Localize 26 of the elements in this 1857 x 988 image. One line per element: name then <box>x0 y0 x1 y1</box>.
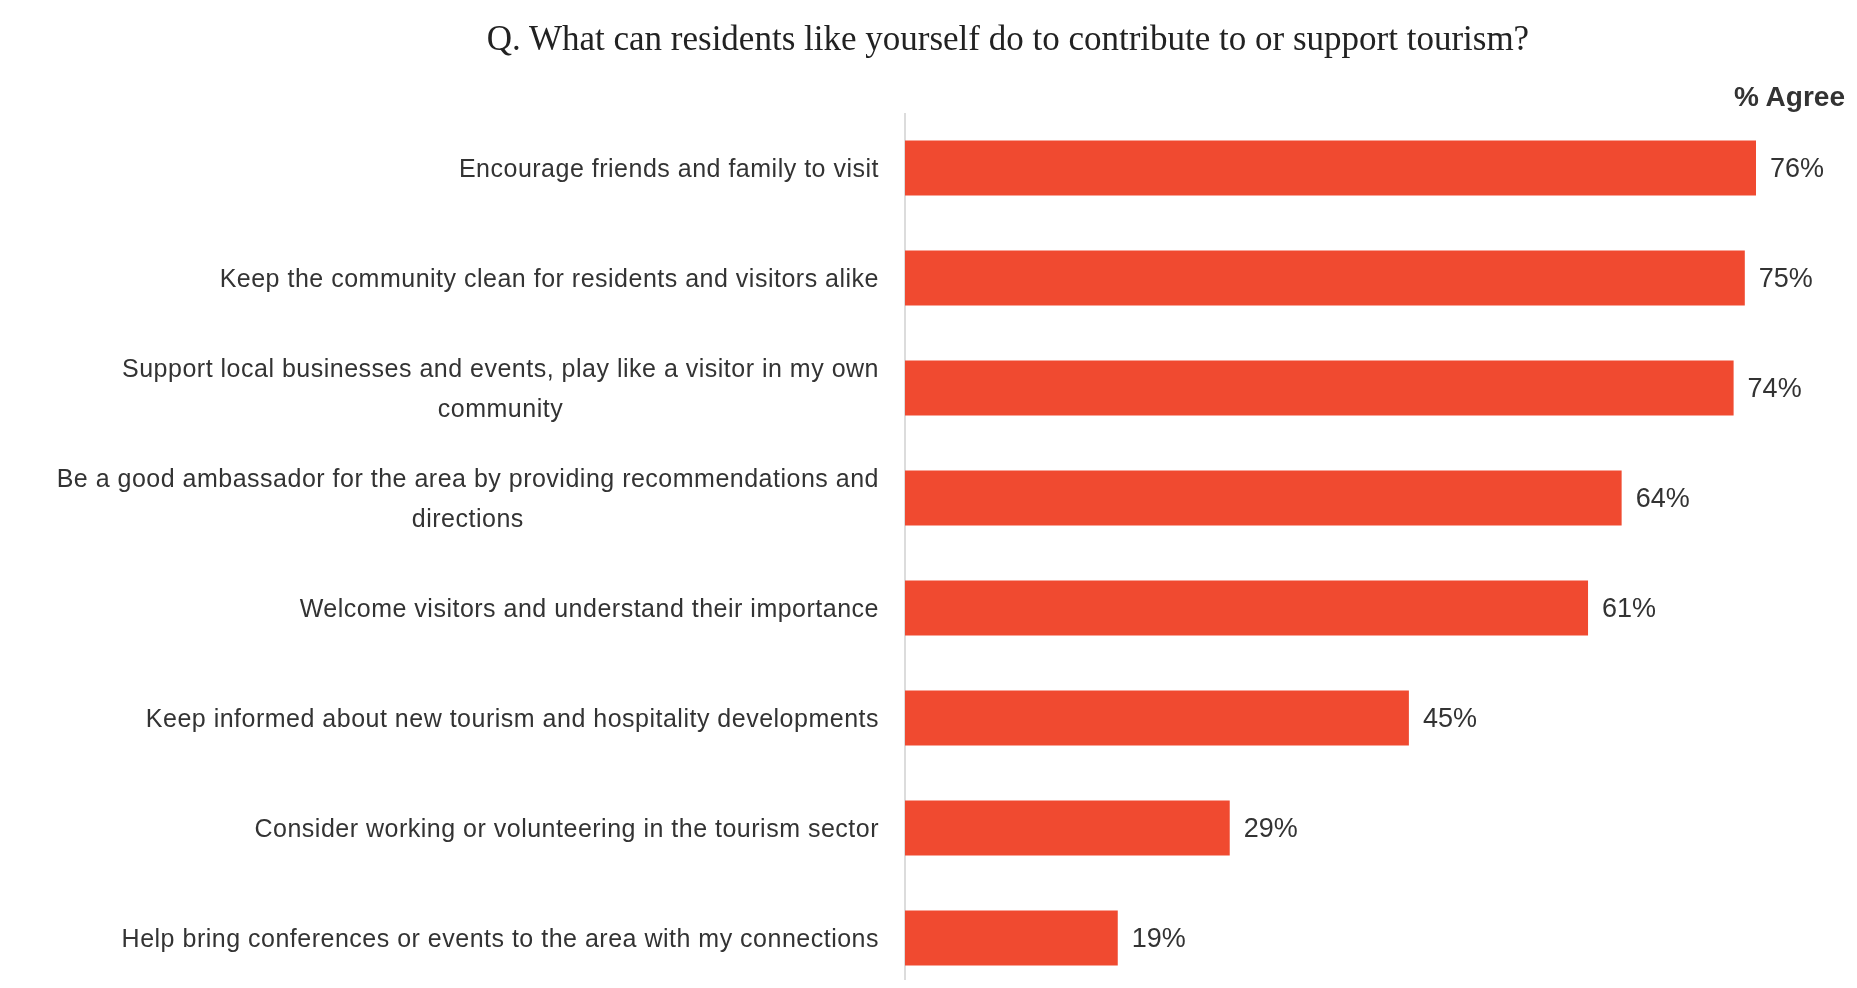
chart-title: Q. What can residents like yourself do to contribute to or support tourism? <box>486 19 1530 58</box>
data-label: 61% <box>1602 593 1657 624</box>
data-label: 64% <box>1635 483 1690 514</box>
bar <box>905 250 1745 306</box>
data-label: 45% <box>1422 703 1477 734</box>
data-label: 29% <box>1243 813 1298 844</box>
bar <box>905 910 1118 966</box>
y-tick-label: Keep informed about new tourism and hospitality developments <box>145 703 879 732</box>
bar <box>905 690 1409 746</box>
data-label: 76% <box>1770 153 1825 184</box>
data-label: 74% <box>1747 373 1802 404</box>
bar <box>905 360 1734 416</box>
bar <box>905 140 1756 196</box>
bar <box>905 800 1230 856</box>
y-tick-label: Encourage friends and family to visit <box>458 153 879 182</box>
y-tick-label: Welcome visitors and understand their importance <box>299 593 879 622</box>
bar <box>905 580 1589 636</box>
y-tick-label: Help bring conferences or events to the area with my connections <box>121 923 879 952</box>
y-tick-label: Support local businesses and events, play like a visitor in my own community <box>122 353 879 422</box>
y-tick-label: Be a good ambassador for the area by providing recommendations and directions <box>56 463 879 532</box>
y-tick-label: Consider working or volunteering in the tourism sector <box>254 813 879 842</box>
data-label: 75% <box>1758 263 1813 294</box>
text: % Agree <box>1733 81 1845 112</box>
bar <box>905 470 1622 526</box>
y-tick-label: Keep the community clean for residents and visitors alike <box>219 263 879 292</box>
data-label: 19% <box>1131 923 1186 954</box>
